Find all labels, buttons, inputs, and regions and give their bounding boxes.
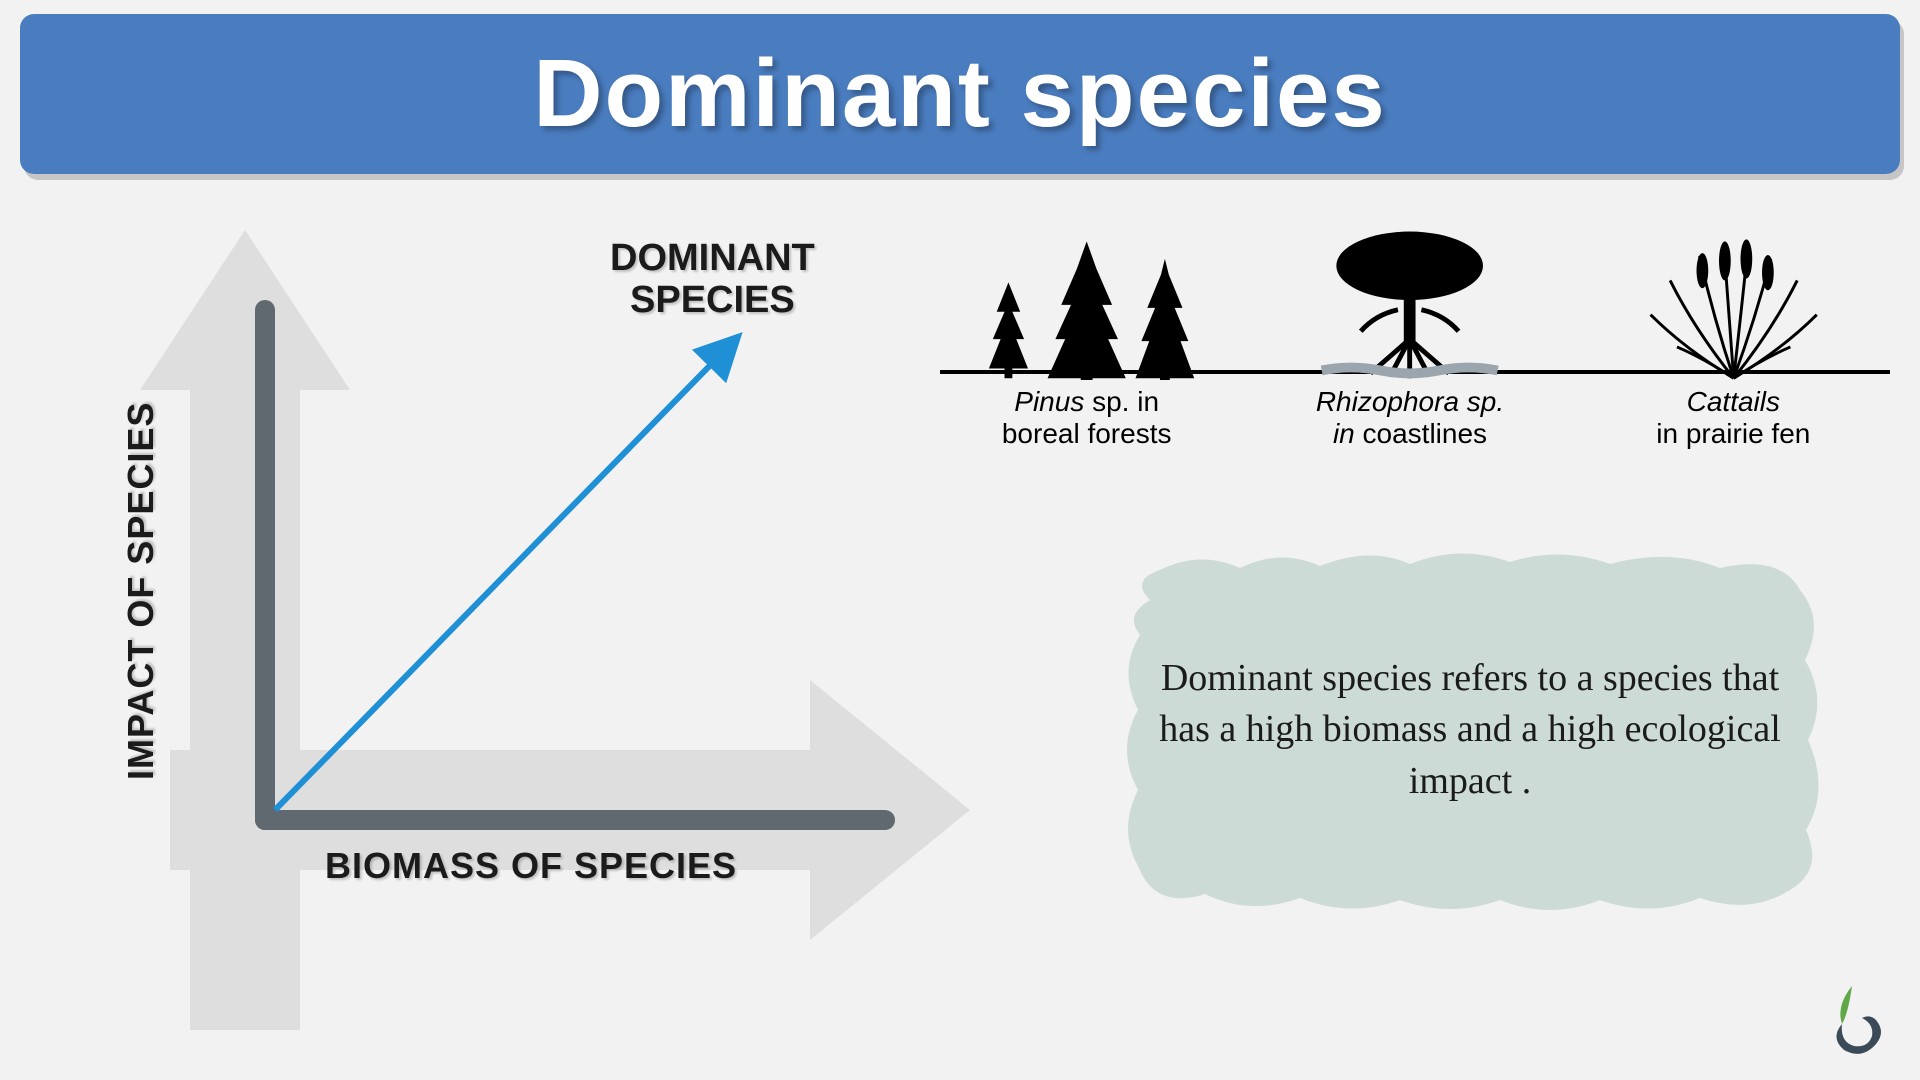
page-title: Dominant species xyxy=(533,39,1387,149)
brand-logo-icon xyxy=(1812,978,1892,1058)
chart: IMPACT OF SPECIES BIOMASS OF SPECIES DOM… xyxy=(80,220,940,1040)
trend-line-label: DOMINANTSPECIES xyxy=(610,238,815,322)
example-caption: Rhizophora sp. in coastlines xyxy=(1316,386,1504,450)
example-caption: Pinus sp. in boreal forests xyxy=(1002,386,1172,450)
cattails-icon xyxy=(1587,220,1880,380)
y-axis xyxy=(255,300,275,830)
mangrove-icon xyxy=(1263,220,1556,380)
pine-trees-icon xyxy=(940,220,1233,380)
x-axis-label: BIOMASS OF SPECIES xyxy=(325,845,737,887)
example-rhizophora: Rhizophora sp. in coastlines xyxy=(1263,220,1556,450)
definition-text: Dominant species refers to a species tha… xyxy=(1110,613,1830,847)
example-cattails: Cattails in prairie fen xyxy=(1587,220,1880,450)
y-axis-label: IMPACT OF SPECIES xyxy=(120,402,162,780)
x-axis xyxy=(255,810,895,830)
example-caption: Cattails in prairie fen xyxy=(1656,386,1810,450)
definition-callout: Dominant species refers to a species tha… xyxy=(1110,540,1830,920)
species-examples: Pinus sp. in boreal forests Rhizophora s… xyxy=(940,210,1880,450)
title-header: Dominant species xyxy=(20,14,1900,174)
example-pinus: Pinus sp. in boreal forests xyxy=(940,220,1233,450)
